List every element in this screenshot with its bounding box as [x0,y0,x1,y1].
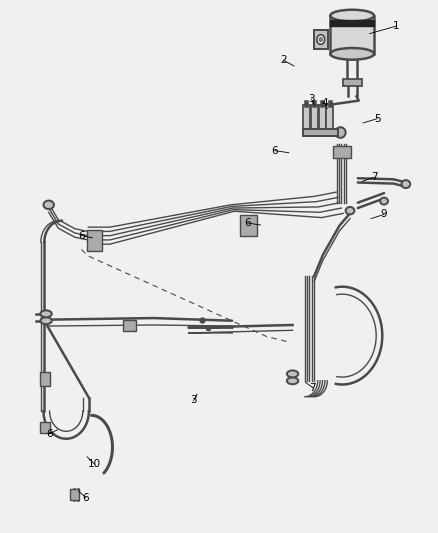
Ellipse shape [330,10,374,21]
Bar [330,15,374,54]
Bar [303,129,338,136]
Text: 6: 6 [46,429,53,439]
Bar [311,105,318,133]
Text: 1: 1 [392,21,399,31]
Text: 5: 5 [374,114,380,124]
Bar [314,30,328,49]
Text: 6: 6 [82,492,89,503]
Bar [39,372,50,385]
Ellipse shape [287,370,298,377]
Text: 9: 9 [381,209,387,220]
Text: 4: 4 [321,98,328,108]
Text: 7: 7 [371,172,377,182]
Text: 2: 2 [280,55,287,65]
Text: 3: 3 [191,395,197,406]
Text: 3: 3 [308,94,315,104]
Bar [123,320,136,332]
Bar [240,215,257,236]
Ellipse shape [40,317,52,324]
Bar [70,489,79,500]
Circle shape [319,37,322,42]
Ellipse shape [402,180,410,188]
Bar [318,105,325,133]
Ellipse shape [40,310,52,317]
Bar [333,146,351,158]
Bar [87,230,102,251]
Circle shape [317,35,325,44]
Text: 6: 6 [244,218,251,228]
Ellipse shape [287,377,298,384]
Bar [39,422,50,433]
Bar [343,79,362,86]
Ellipse shape [43,200,54,209]
Text: 6: 6 [272,146,278,156]
Text: 6: 6 [78,231,85,241]
Ellipse shape [380,198,388,205]
Text: 10: 10 [88,459,101,469]
Text: 7: 7 [310,383,316,393]
Ellipse shape [346,207,354,214]
Ellipse shape [335,127,346,138]
Ellipse shape [330,48,374,60]
Bar [330,20,374,26]
Bar [303,105,310,133]
Bar [326,105,333,133]
